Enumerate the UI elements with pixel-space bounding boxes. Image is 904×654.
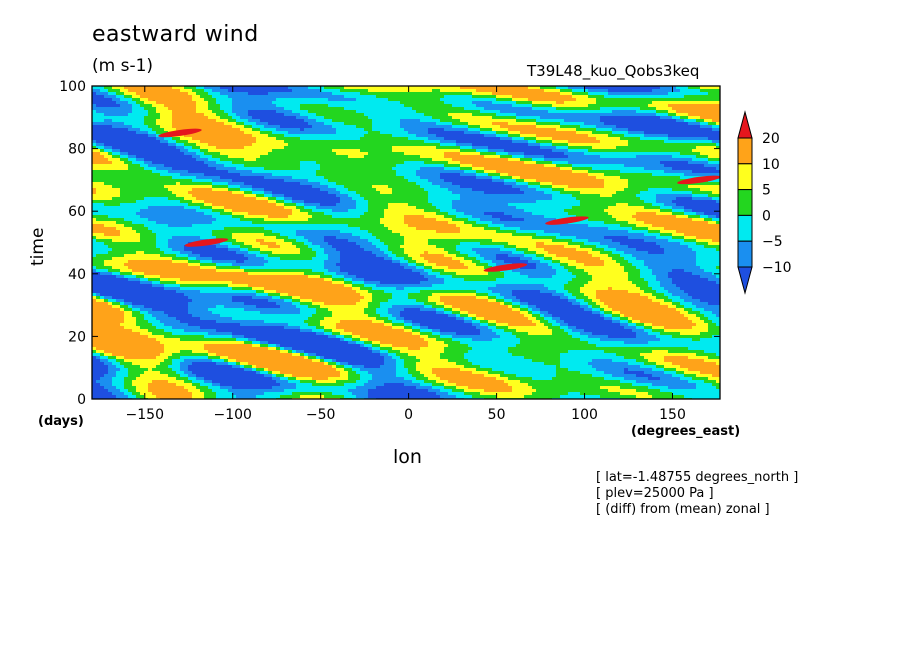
x-tick-label: 100 (571, 407, 598, 423)
colorbar-label: 5 (762, 183, 771, 199)
colorbar-segment (737, 214, 753, 242)
y-axis-label: time (28, 227, 48, 266)
colorbar-label: 0 (762, 208, 771, 224)
colorbar-label: 10 (762, 157, 780, 173)
heatmap-field (92, 86, 720, 399)
colorbar-segment (737, 240, 753, 268)
chart-units: (m s-1) (92, 56, 154, 76)
colorbar-segment (737, 163, 753, 191)
run-name: T39L48_kuo_Qobs3keq (527, 62, 700, 80)
colorbar-segment (737, 137, 753, 165)
streak-2 (545, 216, 589, 225)
y-tick-label: 100 (59, 79, 86, 95)
y-tick-label: 80 (68, 142, 86, 158)
x-tick-label: −150 (126, 407, 164, 423)
chart-title: eastward wind (92, 22, 259, 47)
y-tick-label: 60 (68, 204, 86, 220)
colorbar-bottom-arrow (737, 266, 753, 295)
y-tick-label: 20 (68, 329, 86, 345)
x-axis-label: lon (393, 446, 422, 468)
colorbar-label: −5 (762, 234, 783, 250)
streak-0 (158, 128, 202, 138)
y-tick-label: 40 (68, 267, 86, 283)
x-tick-label: 50 (488, 407, 506, 423)
x-axis: −150 −100 −50 0 50 100 150 (126, 86, 686, 423)
y-axis-unit: (days) (38, 414, 84, 429)
x-tick-label: −50 (306, 407, 336, 423)
colorbar-label: 20 (762, 131, 780, 147)
colorbar: 20 10 5 0 −5 −10 (737, 110, 792, 295)
x-tick-label: 0 (404, 407, 413, 423)
meta-diff: [ (diff) from (mean) zonal ] (596, 502, 770, 517)
x-axis-unit: (degrees_east) (631, 424, 741, 439)
x-tick-label: 150 (659, 407, 686, 423)
colorbar-label: −10 (762, 260, 792, 276)
meta-lat: [ lat=-1.48755 degrees_north ] (596, 470, 799, 485)
colorbar-top-arrow (737, 110, 753, 139)
x-tick-label: −100 (214, 407, 252, 423)
y-tick-label: 0 (77, 392, 86, 408)
streak-1 (184, 238, 229, 247)
y-axis: 0 20 40 60 80 100 (59, 79, 720, 408)
meta-plev: [ plev=25000 Pa ] (596, 486, 714, 501)
streak-4 (677, 175, 720, 185)
plot-frame (91, 85, 721, 400)
streak-3 (483, 263, 528, 272)
colorbar-segment (737, 189, 753, 216)
